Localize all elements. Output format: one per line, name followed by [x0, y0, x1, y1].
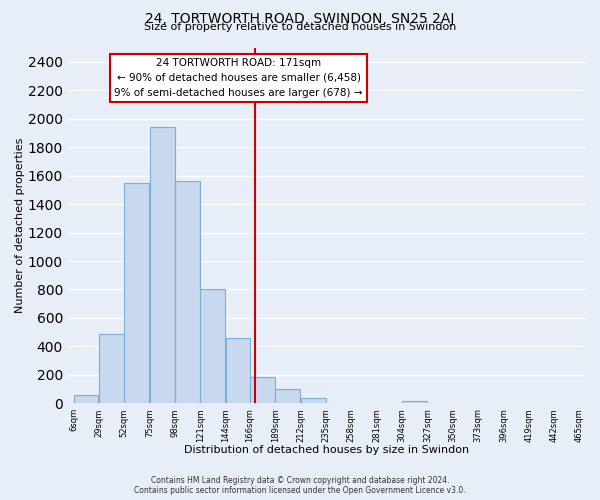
- Bar: [74, 395, 98, 404]
- Text: Contains HM Land Registry data © Crown copyright and database right 2024.
Contai: Contains HM Land Registry data © Crown c…: [134, 476, 466, 495]
- Bar: [124, 182, 149, 404]
- Text: 24, TORTWORTH ROAD, SWINDON, SN25 2AJ: 24, TORTWORTH ROAD, SWINDON, SN25 2AJ: [145, 12, 455, 26]
- Bar: [226, 338, 250, 404]
- Y-axis label: Number of detached properties: Number of detached properties: [15, 138, 25, 313]
- Text: 24 TORTWORTH ROAD: 171sqm
← 90% of detached houses are smaller (6,458)
9% of sem: 24 TORTWORTH ROAD: 171sqm ← 90% of detac…: [114, 58, 363, 98]
- Text: Size of property relative to detached houses in Swindon: Size of property relative to detached ho…: [144, 22, 456, 32]
- Bar: [175, 182, 200, 404]
- Bar: [200, 290, 225, 404]
- Bar: [402, 400, 427, 404]
- Bar: [301, 398, 326, 404]
- Bar: [250, 377, 275, 404]
- Bar: [150, 127, 175, 404]
- Bar: [275, 389, 300, 404]
- X-axis label: Distribution of detached houses by size in Swindon: Distribution of detached houses by size …: [184, 445, 469, 455]
- Bar: [99, 334, 124, 404]
